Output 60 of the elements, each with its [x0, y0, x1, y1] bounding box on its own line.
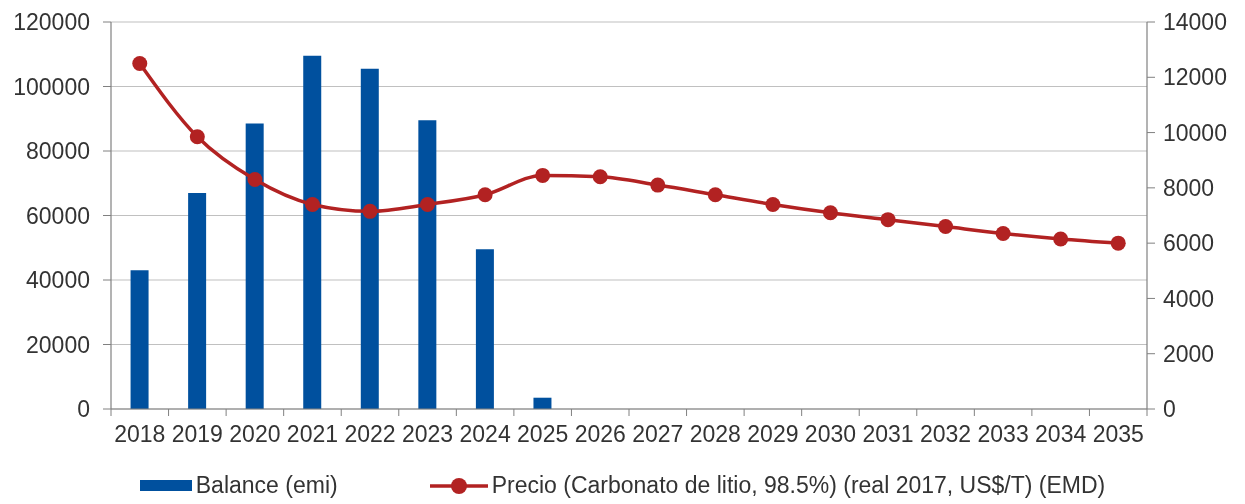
x-tick-label: 2024 — [459, 421, 511, 448]
point — [650, 177, 666, 193]
y2-tick-label: 8000 — [1163, 175, 1215, 202]
point — [1053, 231, 1069, 247]
y2-tick-label: 2000 — [1163, 340, 1215, 367]
point — [995, 225, 1011, 241]
y-tick-label: 0 — [77, 396, 90, 423]
y2-tick-label: 0 — [1163, 396, 1176, 423]
y2-tick-label: 6000 — [1163, 230, 1215, 257]
x-tick-label: 2034 — [1035, 421, 1087, 448]
point — [822, 205, 838, 221]
point — [477, 187, 493, 203]
legend-label: Precio (Carbonato de litio, 98.5%) (real 2017, US$/T) (EMD) — [491, 472, 1106, 499]
x-tick-label: 2028 — [689, 421, 741, 448]
y2-tick-label: 10000 — [1163, 119, 1227, 146]
y-tick-label: 40000 — [26, 267, 90, 294]
x-tick-label: 2025 — [517, 421, 569, 448]
bar — [475, 249, 494, 409]
bar — [188, 192, 207, 409]
x-tick-label: 2023 — [401, 421, 454, 448]
point — [189, 129, 205, 145]
bar — [245, 123, 264, 409]
y-tick-label: 20000 — [26, 331, 90, 358]
x-tick-label: 2031 — [862, 421, 914, 448]
x-tick-label: 2018 — [114, 421, 166, 448]
bar — [303, 55, 322, 409]
x-tick-label: 2026 — [574, 421, 626, 448]
x-tick-label: 2020 — [229, 421, 281, 448]
x-tick-label: 2032 — [919, 421, 972, 448]
x-tick-label: 2035 — [1092, 421, 1144, 448]
y2-tick-label: 14000 — [1163, 9, 1227, 36]
point — [535, 167, 551, 183]
point — [132, 55, 148, 71]
legend-label: Balance (emi) — [195, 472, 338, 499]
x-tick-label: 2022 — [344, 421, 396, 448]
point — [765, 196, 781, 212]
x-tick-label: 2019 — [171, 421, 223, 448]
point — [707, 187, 723, 203]
point — [592, 169, 608, 185]
x-tick-label: 2021 — [286, 421, 339, 448]
bar — [418, 120, 437, 409]
point — [362, 203, 378, 219]
point — [938, 219, 954, 235]
x-tick-label: 2030 — [804, 421, 857, 448]
point — [880, 212, 896, 228]
y-tick-label: 120000 — [13, 9, 90, 36]
y-tick-label: 80000 — [26, 138, 90, 165]
bar — [130, 270, 149, 409]
x-tick-label: 2029 — [747, 421, 799, 448]
point — [304, 196, 320, 212]
bar — [360, 68, 379, 409]
y2-tick-label: 4000 — [1163, 285, 1215, 312]
y2-tick-label: 12000 — [1163, 64, 1227, 91]
x-tick-label: 2027 — [632, 421, 684, 448]
point — [1110, 235, 1126, 251]
y-tick-label: 100000 — [13, 73, 90, 100]
point — [247, 172, 263, 188]
x-tick-label: 2033 — [977, 421, 1029, 448]
y-tick-label: 60000 — [26, 202, 90, 229]
point — [420, 196, 436, 212]
